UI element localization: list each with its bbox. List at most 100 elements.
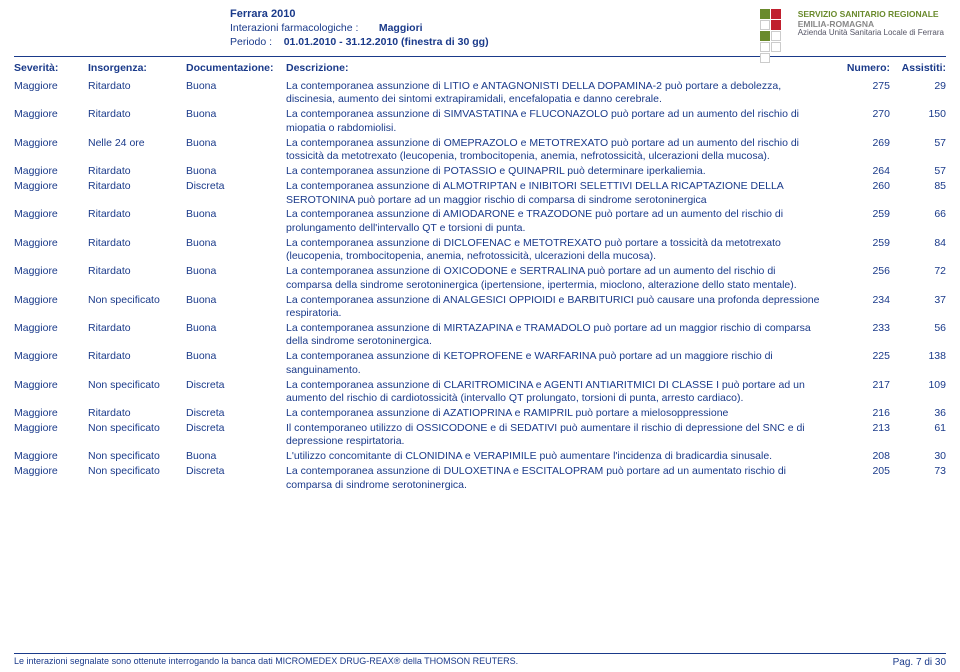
cell-assistiti: 37 — [890, 294, 946, 307]
cell-severita: Maggiore — [14, 180, 88, 193]
cell-documentazione: Buona — [186, 208, 286, 221]
cell-insorgenza: Ritardato — [88, 165, 186, 178]
cell-documentazione: Discreta — [186, 379, 286, 392]
cell-assistiti: 57 — [890, 137, 946, 150]
cell-numero: 269 — [834, 137, 890, 150]
cell-numero: 259 — [834, 208, 890, 221]
cell-assistiti: 84 — [890, 237, 946, 250]
page-number: Pag. 7 di 30 — [893, 657, 946, 668]
col-header-assistiti: Assistiti: — [890, 62, 946, 74]
cell-documentazione: Buona — [186, 237, 286, 250]
table-row: MaggioreRitardatoBuonaLa contemporanea a… — [14, 350, 946, 377]
cell-descrizione: La contemporanea assunzione di AZATIOPRI… — [286, 407, 834, 420]
period-label: Periodo : — [230, 36, 272, 48]
interactions-label: Interazioni farmacologiche : — [230, 22, 358, 34]
cell-severita: Maggiore — [14, 80, 88, 93]
cell-numero: 259 — [834, 237, 890, 250]
table-row: MaggioreRitardatoBuonaLa contemporanea a… — [14, 108, 946, 135]
cell-documentazione: Discreta — [186, 180, 286, 193]
logo-line3: Azienda Unità Sanitaria Locale di Ferrar… — [798, 29, 944, 38]
cell-numero: 216 — [834, 407, 890, 420]
cell-assistiti: 56 — [890, 322, 946, 335]
cell-assistiti: 61 — [890, 422, 946, 435]
cell-severita: Maggiore — [14, 407, 88, 420]
cell-descrizione: La contemporanea assunzione di KETOPROFE… — [286, 350, 834, 377]
logo-text: SERVIZIO SANITARIO REGIONALE EMILIA-ROMA… — [798, 10, 944, 37]
table-header: Severità: Insorgenza: Documentazione: De… — [0, 59, 960, 80]
cell-insorgenza: Ritardato — [88, 208, 186, 221]
cell-insorgenza: Ritardato — [88, 80, 186, 93]
cell-insorgenza: Ritardato — [88, 108, 186, 121]
cell-descrizione: La contemporanea assunzione di AMIODARON… — [286, 208, 834, 235]
cell-insorgenza: Ritardato — [88, 350, 186, 363]
cell-assistiti: 150 — [890, 108, 946, 121]
cell-numero: 275 — [834, 80, 890, 93]
cell-descrizione: Il contemporaneo utilizzo di OSSICODONE … — [286, 422, 834, 449]
cell-severita: Maggiore — [14, 108, 88, 121]
cell-descrizione: La contemporanea assunzione di DICLOFENA… — [286, 237, 834, 264]
cell-assistiti: 66 — [890, 208, 946, 221]
header-separator — [14, 56, 946, 57]
cell-insorgenza: Non specificato — [88, 465, 186, 478]
cell-descrizione: La contemporanea assunzione di MIRTAZAPI… — [286, 322, 834, 349]
cell-insorgenza: Non specificato — [88, 294, 186, 307]
cell-descrizione: La contemporanea assunzione di CLARITROM… — [286, 379, 834, 406]
cell-numero: 208 — [834, 450, 890, 463]
cell-insorgenza: Ritardato — [88, 407, 186, 420]
cell-insorgenza: Nelle 24 ore — [88, 137, 186, 150]
cell-severita: Maggiore — [14, 465, 88, 478]
cell-descrizione: La contemporanea assunzione di OXICODONE… — [286, 265, 834, 292]
table-row: MaggioreRitardatoBuonaLa contemporanea a… — [14, 80, 946, 107]
table-row: MaggioreRitardatoBuonaLa contemporanea a… — [14, 237, 946, 264]
cell-descrizione: La contemporanea assunzione di ANALGESIC… — [286, 294, 834, 321]
cell-descrizione: La contemporanea assunzione di POTASSIO … — [286, 165, 834, 178]
cell-documentazione: Buona — [186, 165, 286, 178]
cell-documentazione: Buona — [186, 137, 286, 150]
cell-severita: Maggiore — [14, 322, 88, 335]
cell-descrizione: La contemporanea assunzione di SIMVASTAT… — [286, 108, 834, 135]
cell-insorgenza: Non specificato — [88, 450, 186, 463]
cell-numero: 225 — [834, 350, 890, 363]
cell-documentazione: Buona — [186, 322, 286, 335]
cell-assistiti: 85 — [890, 180, 946, 193]
col-header-documentazione: Documentazione: — [186, 62, 286, 74]
cell-numero: 213 — [834, 422, 890, 435]
cell-numero: 233 — [834, 322, 890, 335]
col-header-descrizione: Descrizione: — [286, 62, 834, 74]
cell-insorgenza: Ritardato — [88, 265, 186, 278]
cell-severita: Maggiore — [14, 294, 88, 307]
col-header-severita: Severità: — [14, 62, 88, 74]
cell-documentazione: Buona — [186, 350, 286, 363]
cell-documentazione: Buona — [186, 450, 286, 463]
cell-assistiti: 73 — [890, 465, 946, 478]
cell-documentazione: Buona — [186, 108, 286, 121]
table-row: MaggioreRitardatoBuonaLa contemporanea a… — [14, 322, 946, 349]
cell-numero: 270 — [834, 108, 890, 121]
cell-severita: Maggiore — [14, 165, 88, 178]
cell-insorgenza: Ritardato — [88, 237, 186, 250]
table-row: MaggioreRitardatoBuonaLa contemporanea a… — [14, 208, 946, 235]
cell-assistiti: 30 — [890, 450, 946, 463]
cell-documentazione: Buona — [186, 294, 286, 307]
cell-documentazione: Discreta — [186, 422, 286, 435]
cell-numero: 205 — [834, 465, 890, 478]
interactions-value: Maggiori — [379, 22, 423, 34]
table-row: MaggioreRitardatoBuonaLa contemporanea a… — [14, 265, 946, 292]
cell-insorgenza: Ritardato — [88, 322, 186, 335]
cell-documentazione: Buona — [186, 265, 286, 278]
table-row: MaggioreNon specificatoDiscretaLa contem… — [14, 379, 946, 406]
table-row: MaggioreNon specificatoBuonaLa contempor… — [14, 294, 946, 321]
cell-descrizione: La contemporanea assunzione di ALMOTRIPT… — [286, 180, 834, 207]
org-logo: SERVIZIO SANITARIO REGIONALE EMILIA-ROMA… — [760, 8, 944, 40]
cell-numero: 217 — [834, 379, 890, 392]
cell-numero: 264 — [834, 165, 890, 178]
cell-insorgenza: Non specificato — [88, 379, 186, 392]
cell-severita: Maggiore — [14, 350, 88, 363]
table-row: MaggioreNon specificatoBuonaL'utilizzo c… — [14, 450, 946, 463]
cell-documentazione: Discreta — [186, 407, 286, 420]
col-header-numero: Numero: — [834, 62, 890, 74]
cell-numero: 260 — [834, 180, 890, 193]
table-row: MaggioreNelle 24 oreBuonaLa contemporane… — [14, 137, 946, 164]
cell-assistiti: 57 — [890, 165, 946, 178]
cell-insorgenza: Non specificato — [88, 422, 186, 435]
